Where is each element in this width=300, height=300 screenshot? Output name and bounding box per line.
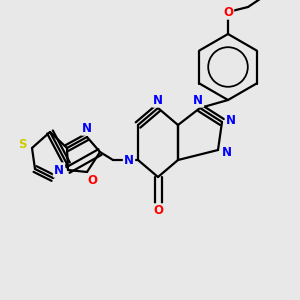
Text: N: N bbox=[226, 113, 236, 127]
Text: S: S bbox=[18, 139, 26, 152]
Text: N: N bbox=[54, 164, 64, 176]
Text: O: O bbox=[87, 175, 97, 188]
Text: O: O bbox=[223, 5, 233, 19]
Text: N: N bbox=[124, 154, 134, 166]
Text: N: N bbox=[193, 94, 203, 106]
Text: N: N bbox=[82, 122, 92, 134]
Text: N: N bbox=[153, 94, 163, 106]
Text: O: O bbox=[153, 205, 163, 218]
Text: N: N bbox=[222, 146, 232, 158]
